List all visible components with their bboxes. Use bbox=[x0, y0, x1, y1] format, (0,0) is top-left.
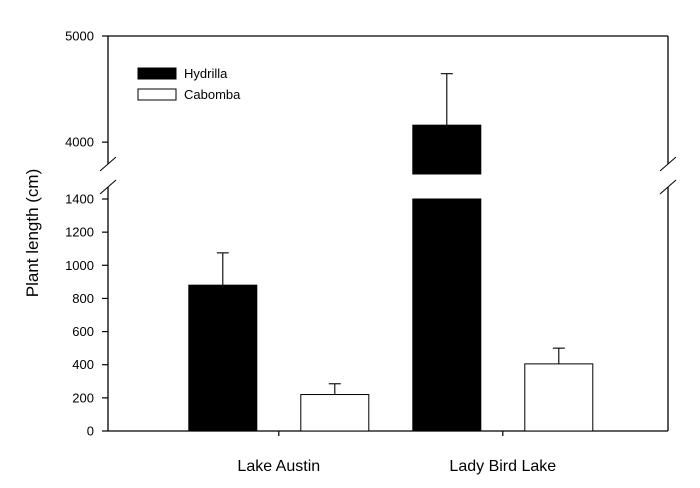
axis-break-gap-left bbox=[104, 164, 112, 187]
y-tick-label: 200 bbox=[72, 390, 94, 405]
y-tick-label: 600 bbox=[72, 324, 94, 339]
y-tick-label: 1000 bbox=[65, 258, 94, 273]
y-tick-label: 0 bbox=[87, 424, 94, 439]
bars-layer bbox=[188, 124, 594, 432]
legend: Hydrilla Cabomba bbox=[137, 66, 241, 102]
y-tick-label: 4000 bbox=[65, 135, 94, 150]
y-tick-label: 1200 bbox=[65, 225, 94, 240]
y-tick-label: 800 bbox=[72, 291, 94, 306]
y-axis-ticks: 0 200 400 600 800 1000 1200 1400 4000 5000 bbox=[65, 29, 108, 439]
axis-break-slash-right-2 bbox=[659, 179, 677, 195]
x-category-label: Lady Bird Lake bbox=[449, 458, 556, 475]
bar-hydrilla-upper bbox=[412, 124, 482, 175]
bar-cabomba bbox=[300, 394, 370, 432]
bar-hydrilla bbox=[188, 284, 258, 432]
x-axis-ticks: Lake Austin Lady Bird Lake bbox=[237, 431, 556, 475]
y-tick-label: 1400 bbox=[65, 192, 94, 207]
axis-break-slash-right-1 bbox=[659, 156, 677, 172]
y-axis-title: Plant length (cm) bbox=[23, 169, 42, 298]
y-tick-label: 5000 bbox=[65, 29, 94, 44]
axis-break-marks bbox=[99, 156, 677, 195]
legend-label-hydrilla: Hydrilla bbox=[184, 66, 228, 81]
error-bars-layer bbox=[216, 73, 565, 395]
legend-swatch-hydrilla bbox=[137, 67, 177, 80]
y-tick-label: 400 bbox=[72, 357, 94, 372]
axis-break-slash-left-2 bbox=[99, 179, 117, 195]
legend-label-cabomba: Cabomba bbox=[184, 87, 241, 102]
bar-hydrilla-lower bbox=[412, 198, 482, 432]
bar-cabomba bbox=[524, 363, 594, 432]
legend-swatch-cabomba bbox=[137, 88, 177, 101]
axis-break-gap-right bbox=[664, 164, 672, 187]
x-category-label: Lake Austin bbox=[237, 458, 320, 475]
axis-break-slash-left-1 bbox=[99, 156, 117, 172]
